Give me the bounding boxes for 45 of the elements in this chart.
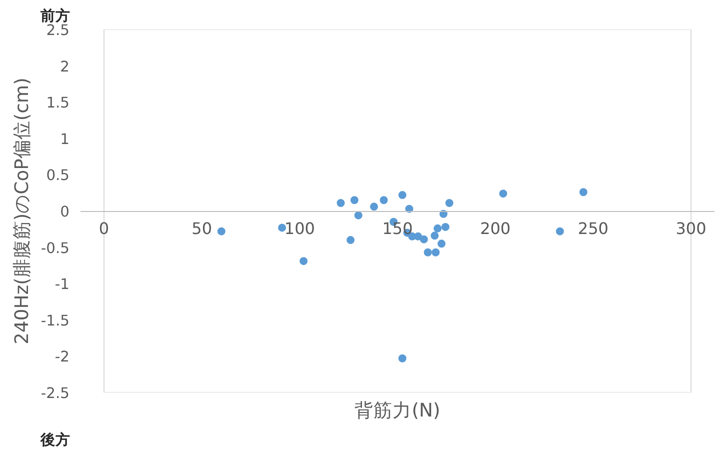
y-tick-label: -1.5 <box>40 312 70 330</box>
x-tick-label: 300 <box>676 219 706 238</box>
x-tick-label: 250 <box>578 219 608 238</box>
x-tick-label: 150 <box>382 219 413 238</box>
y-tick-label: 0 <box>60 204 70 220</box>
point <box>420 235 428 244</box>
point <box>441 222 450 231</box>
text: 前方 <box>40 6 70 24</box>
point <box>217 227 226 236</box>
text: 後方 <box>40 430 70 448</box>
point <box>438 240 446 248</box>
y-tick-label: 2 <box>60 58 70 76</box>
point <box>434 224 442 232</box>
y-tick-label: -2 <box>54 348 70 366</box>
point <box>499 190 508 198</box>
y-tick-label: 0.5 <box>46 167 70 184</box>
point <box>432 248 440 256</box>
point <box>398 354 406 362</box>
y-tick-label: -1 <box>54 276 70 294</box>
point <box>424 248 432 256</box>
y-tick-label: -2.5 <box>40 385 70 402</box>
point <box>278 224 286 232</box>
point <box>445 199 454 208</box>
point <box>346 236 355 244</box>
x-tick-label: 200 <box>480 219 511 238</box>
point <box>430 232 439 240</box>
point <box>398 191 406 200</box>
point <box>350 196 358 204</box>
y-tick-label: 2.5 <box>46 22 70 39</box>
y-axis-title: 240Hz(腓腹筋)のCoP偏位(cm) <box>12 78 33 344</box>
point <box>556 227 564 236</box>
x-tick-label: 100 <box>284 219 315 238</box>
point <box>579 188 588 196</box>
x-tick-label: 50 <box>192 219 212 238</box>
point <box>370 202 378 211</box>
point <box>380 196 388 204</box>
point <box>336 199 345 208</box>
x-axis-title: 背筋力(N) <box>354 400 440 422</box>
point <box>300 257 308 266</box>
point <box>354 211 362 220</box>
point <box>414 232 422 240</box>
y-tick-label: 1 <box>60 130 70 148</box>
x-tick-label: 0 <box>98 219 110 238</box>
y-tick-label: -0.5 <box>40 240 70 257</box>
y-tick-label: 1.5 <box>46 94 70 112</box>
